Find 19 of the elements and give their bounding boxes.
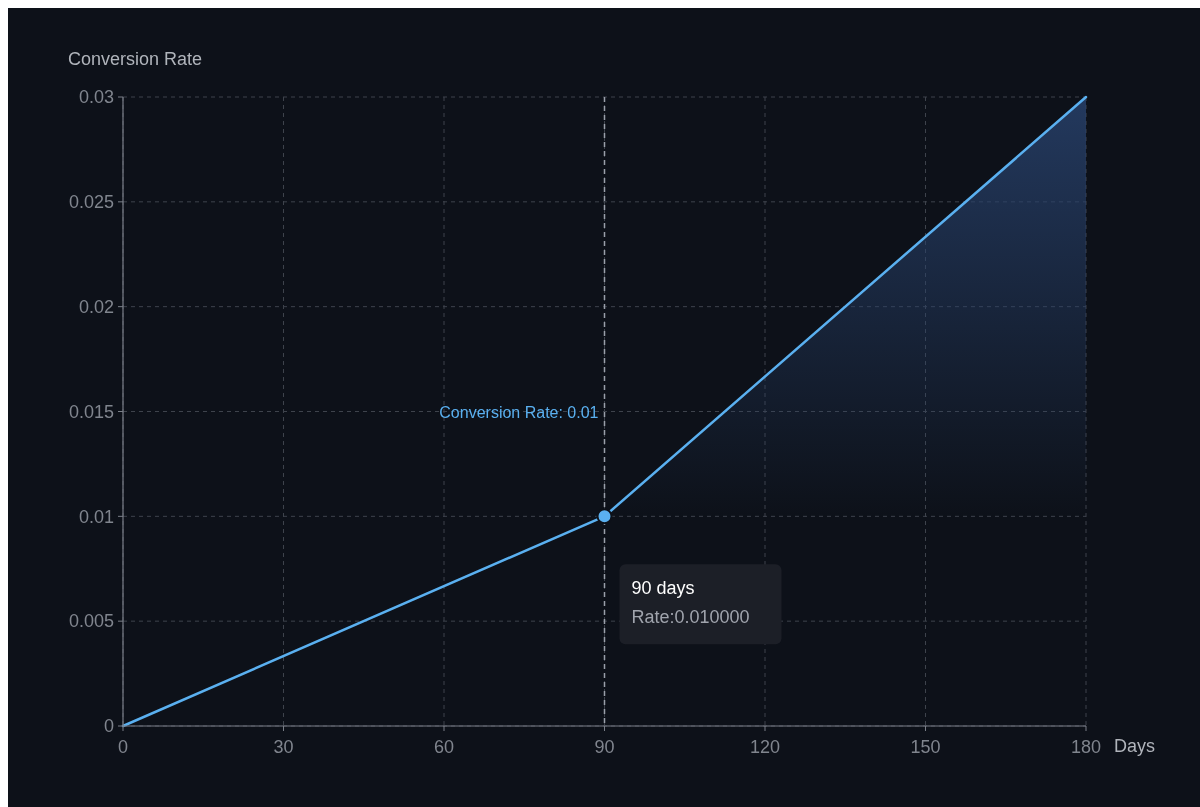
- y-tick-label: 0.025: [68, 192, 114, 213]
- y-tick-label: 0.03: [78, 87, 114, 108]
- x-axis-title: Days: [1114, 736, 1156, 756]
- x-tick-label: 90: [594, 737, 615, 757]
- y-tick-label: 0.005: [68, 611, 114, 632]
- annotation: Conversion Rate: 0.01: [439, 404, 599, 422]
- x-tick-label: 0: [117, 737, 129, 757]
- annotation: 90 days: [631, 578, 695, 599]
- x-tick-label: 120: [749, 737, 781, 757]
- x-tick-label: 180: [1070, 737, 1102, 757]
- y-tick-label: 0.02: [78, 296, 114, 317]
- x-tick-label: 60: [433, 737, 455, 757]
- x-tick-label: 30: [273, 737, 294, 757]
- x-tick-label: 150: [910, 737, 941, 757]
- y-tick-label: 0: [103, 716, 114, 737]
- y-axis-title: Conversion Rate: [68, 49, 203, 69]
- y-tick-label: 0.015: [68, 401, 114, 422]
- annotation: Rate:0.010000: [631, 607, 750, 628]
- y-tick-label: 0.01: [78, 506, 114, 527]
